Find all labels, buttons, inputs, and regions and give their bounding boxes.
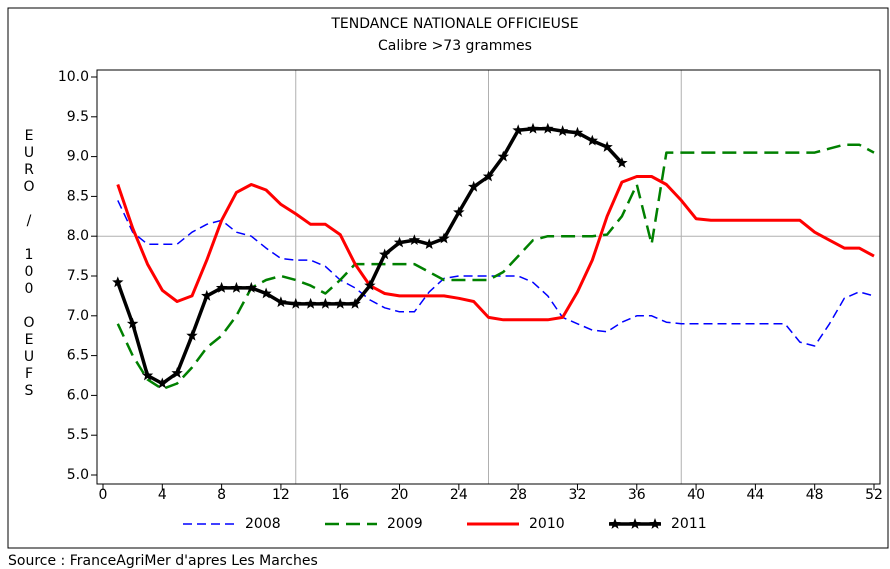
plot-frame <box>96 69 881 485</box>
y-tick-label: 8.5 <box>67 188 89 204</box>
star-marker <box>497 150 509 162</box>
x-tick-label: 52 <box>865 487 883 503</box>
frame <box>7 7 889 549</box>
star-marker <box>616 157 628 168</box>
star-marker <box>379 248 391 260</box>
source: Source : FranceAgriMer d'apres Les March… <box>8 553 318 569</box>
x-tick-label: 36 <box>628 487 646 503</box>
star-marker <box>304 297 317 309</box>
star-marker <box>556 125 569 136</box>
star-marker <box>482 170 495 182</box>
legend-label: 2009 <box>387 516 423 532</box>
series-line <box>116 126 624 386</box>
series-line <box>116 175 875 322</box>
star-marker <box>571 126 584 138</box>
y-tick-label: 5.5 <box>67 427 89 443</box>
star-marker <box>171 367 183 378</box>
y-tick-label: 5.0 <box>67 467 89 483</box>
star-marker <box>468 180 480 192</box>
star-marker <box>275 296 287 308</box>
star-marker <box>512 124 524 136</box>
star-marker <box>215 281 228 293</box>
x-tick-label: 40 <box>687 487 705 503</box>
chart-subtitle: Calibre >73 grammes <box>378 38 532 54</box>
x-tick-label: 48 <box>806 487 824 503</box>
star-marker <box>319 297 332 309</box>
x-tick-label: 8 <box>217 487 226 503</box>
star-marker <box>334 297 346 309</box>
star-marker <box>527 122 539 134</box>
star-marker <box>126 317 139 329</box>
y-tick-label: 8.0 <box>67 228 89 244</box>
legend-marker <box>649 518 661 529</box>
star-marker <box>245 281 257 293</box>
star-marker <box>423 238 435 249</box>
star-marker <box>586 134 598 146</box>
star-marker <box>438 232 450 244</box>
y-tick-label: 10.0 <box>58 69 89 85</box>
star-marker <box>364 279 376 291</box>
star-marker <box>408 234 421 245</box>
legend-marker <box>609 518 621 529</box>
x-tick-label: 12 <box>272 487 290 503</box>
x-tick-label: 32 <box>569 487 587 503</box>
x-tick-label: 16 <box>331 487 349 503</box>
star-marker <box>201 289 213 301</box>
y-tick-label: 7.5 <box>67 268 89 284</box>
star-marker <box>393 236 406 248</box>
x-tick-label: 0 <box>99 487 108 503</box>
y-tick-label: 6.5 <box>67 348 89 364</box>
series-line <box>116 143 875 391</box>
legend-label: 2008 <box>245 516 281 532</box>
x-tick-label: 24 <box>450 487 468 503</box>
star-marker <box>349 297 361 309</box>
y-tick-label: 7.0 <box>67 308 89 324</box>
star-marker <box>186 329 198 341</box>
star-marker <box>260 287 272 299</box>
star-marker <box>542 122 554 134</box>
legend-marker <box>629 518 641 529</box>
star-marker <box>290 297 302 309</box>
star-marker <box>601 141 613 152</box>
x-tick-label: 44 <box>746 487 764 503</box>
star-marker <box>112 276 124 288</box>
y-tick-label: 6.0 <box>67 387 89 403</box>
star-marker <box>453 206 465 218</box>
y-tick-label: 9.0 <box>67 149 89 165</box>
y-axis-label: EURO / 100 OEUFS <box>21 128 37 400</box>
x-tick-label: 20 <box>391 487 409 503</box>
x-tick-label: 4 <box>158 487 167 503</box>
star-marker <box>141 369 154 381</box>
legend-label: 2011 <box>671 516 707 532</box>
chart-title: TENDANCE NATIONALE OFFICIEUSE <box>330 16 578 32</box>
y-tick-label: 9.5 <box>67 109 89 125</box>
legend-label: 2010 <box>529 516 565 532</box>
star-marker <box>230 281 243 293</box>
star-marker <box>156 377 168 389</box>
x-tick-label: 28 <box>509 487 527 503</box>
